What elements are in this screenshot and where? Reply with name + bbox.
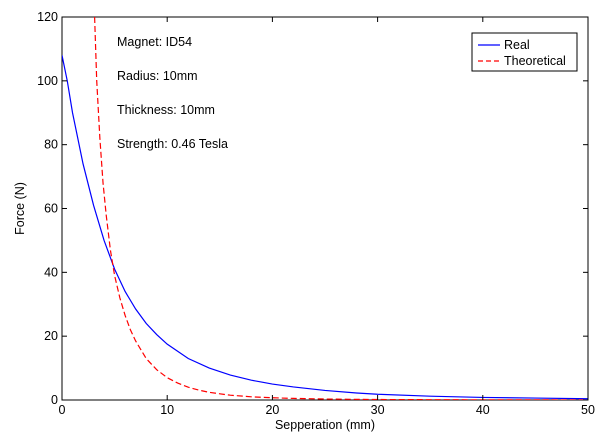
series-layer [62, 17, 588, 400]
x-tick-label: 40 [476, 403, 490, 417]
ticks-layer: 0 10 20 30 40 50 0 20 40 60 80 100 120 [37, 10, 595, 417]
annotation-text: Strength: 0.46 Tesla [117, 137, 228, 151]
y-tick-label: 40 [44, 265, 58, 279]
plot-area [61, 16, 589, 401]
y-tick-label: 20 [44, 329, 58, 343]
annotation-text: Thickness: 10mm [117, 103, 215, 117]
y-tick-label: 80 [44, 138, 58, 152]
series-line-real [62, 55, 588, 400]
series-line-theoretical [94, 17, 588, 400]
y-axis-label: Force (N) [13, 182, 27, 235]
y-tick-label: 60 [44, 202, 58, 216]
x-tick-label: 20 [265, 403, 279, 417]
x-tick-label: 0 [59, 403, 66, 417]
annotations: Magnet: ID54 Radius: 10mm Thickness: 10mm S… [117, 35, 228, 151]
annotation-text: Radius: 10mm [117, 69, 198, 83]
legend: Real Theoretical [471, 32, 578, 72]
legend-entry-theoretical: Theoretical [504, 54, 566, 68]
annotation-text: Magnet: ID54 [117, 35, 192, 49]
y-tick-label: 100 [37, 74, 58, 88]
legend-entry-real: Real [504, 38, 530, 52]
x-tick-label: 50 [581, 403, 595, 417]
x-tick-label: 30 [371, 403, 385, 417]
x-axis-label: Sepperation (mm) [275, 418, 375, 432]
x-tick-label: 10 [160, 403, 174, 417]
y-tick-label: 120 [37, 10, 58, 24]
y-tick-label: 0 [51, 393, 58, 407]
legend-box [471, 32, 578, 72]
